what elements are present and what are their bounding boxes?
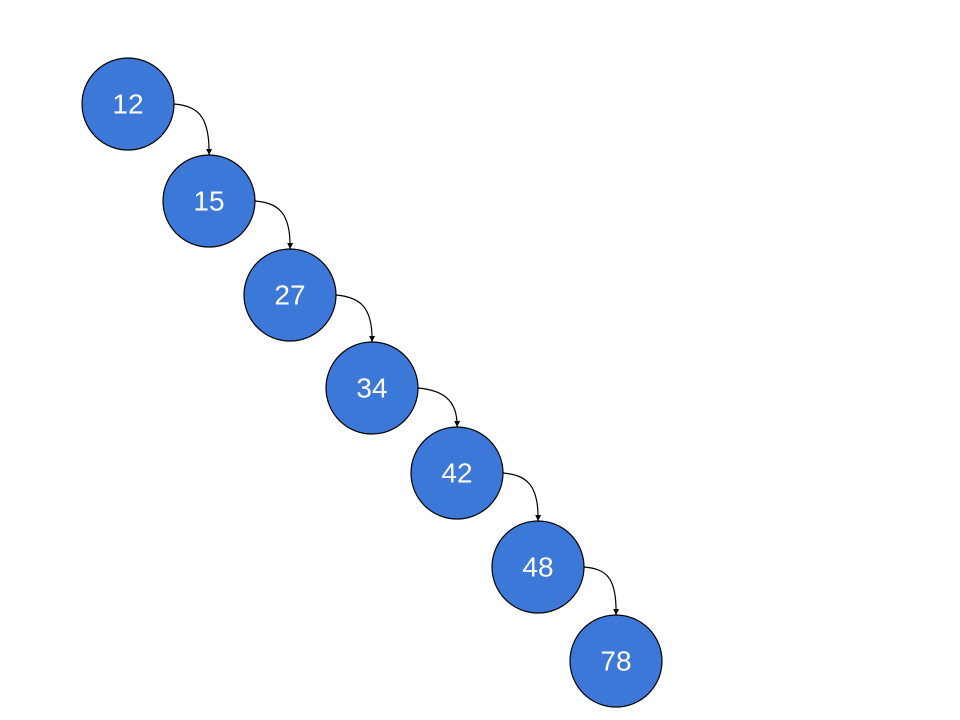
arrow-n27-to-n34 [335,294,376,343]
node-circle [325,341,419,435]
node-label: 48 [522,552,553,583]
node-label: 78 [600,646,631,677]
node-label: 42 [441,458,472,489]
node-48: 48 [491,520,585,614]
node-circle [491,520,585,614]
node-label: 15 [193,186,224,217]
arrow-n42-to-n48 [502,472,542,522]
nodes-layer: 12 15 27 34 42 48 78 [81,57,663,708]
edges-layer [173,103,620,616]
node-circle [243,248,337,342]
node-12: 12 [81,57,175,151]
node-circle [81,57,175,151]
arrow-n34-to-n42 [417,387,461,428]
node-27: 27 [243,248,337,342]
arrow-n48-to-n78 [583,566,620,616]
node-circle [410,426,504,520]
node-circle [569,614,663,708]
node-15: 15 [162,154,256,248]
node-78: 78 [569,614,663,708]
arrow-n15-to-n27 [254,200,294,250]
node-34: 34 [325,341,419,435]
arrow-n12-to-n15 [173,103,213,156]
node-circle [162,154,256,248]
node-label: 12 [112,89,143,120]
node-42: 42 [410,426,504,520]
node-label: 34 [356,373,387,404]
node-label: 27 [274,280,305,311]
